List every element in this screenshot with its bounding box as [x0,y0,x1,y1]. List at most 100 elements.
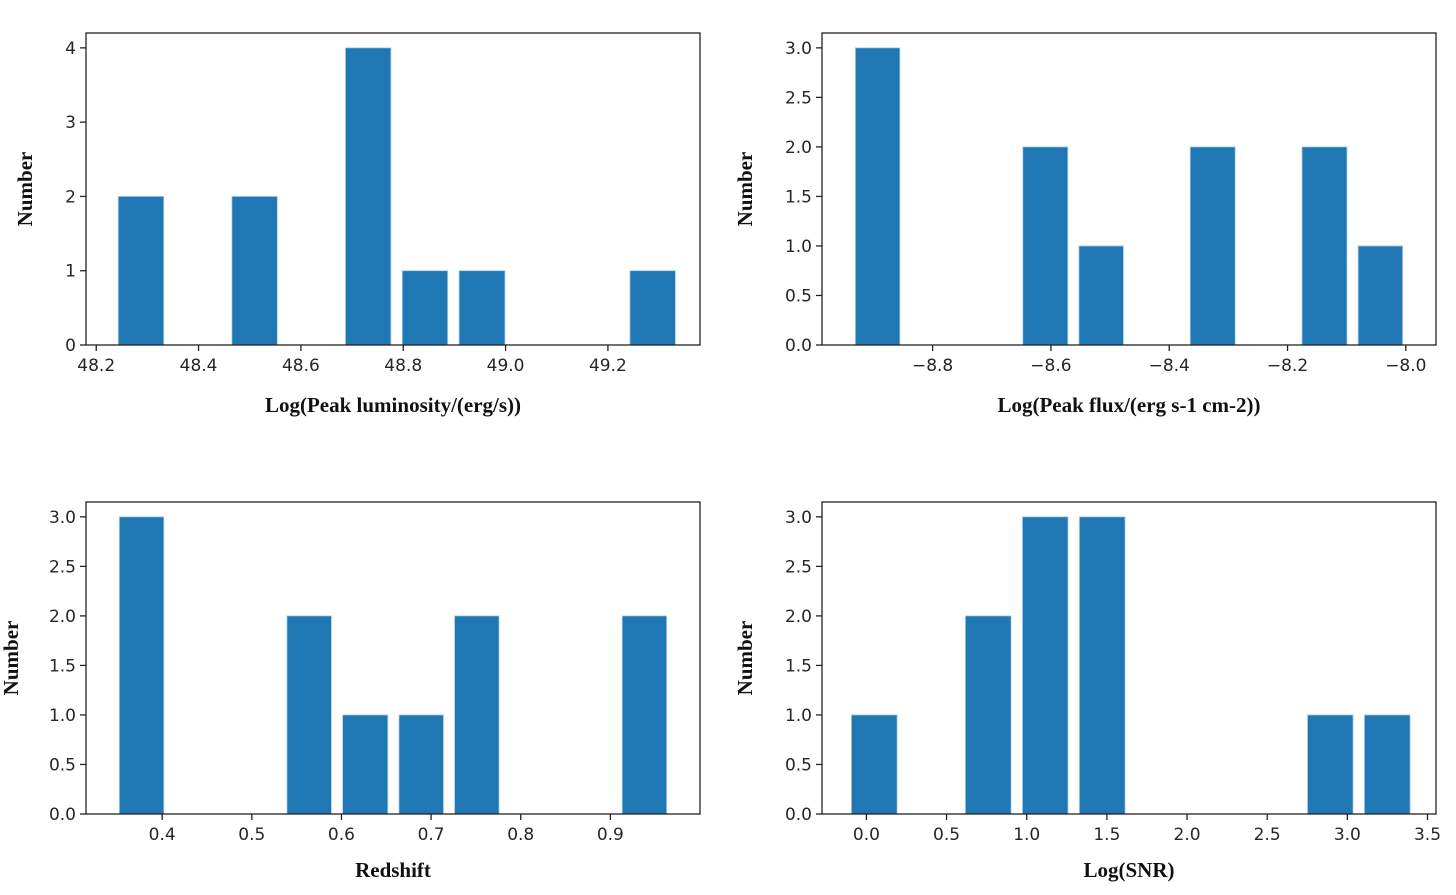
histogram-bar [854,47,901,346]
panel-log-snr: 0.0 0.5 1.0 1.5 2.0 2.5 3.0 3.5 0.0 0.5 1.0 1.5 2.0 2… [733,501,1441,882]
axes-frame [821,32,1437,346]
histogram-bar [629,270,676,346]
histogram-bar [965,615,1012,815]
x-tick-label: 2.5 [1254,825,1281,845]
histogram-bar [454,615,500,815]
y-tick-label: 0.0 [785,336,812,356]
x-tick-label: 49.2 [589,356,627,376]
bars [854,47,1404,346]
x-axis-ticks: 0.4 0.5 0.6 0.7 0.8 0.9 [149,814,624,845]
y-tick-label: 1.0 [49,706,76,726]
axes-frame [821,501,1437,815]
x-axis-ticks: 0.0 0.5 1.0 1.5 2.0 2.5 3.0 3.5 [853,814,1441,845]
panel-peak-luminosity: 48.2 48.4 48.6 48.8 49.0 49.2 0 1 2 3 4 Log(Peak lu… [13,32,701,417]
x-tick-label: 49.0 [487,356,525,376]
histogram-bar [345,47,392,346]
histogram-bar [1078,245,1124,346]
y-axis-label: Number [13,152,37,227]
x-tick-label: 2.0 [1174,825,1201,845]
y-axis-label: Number [733,621,757,696]
y-axis-label: Number [733,152,757,227]
x-tick-label: 0.0 [853,825,880,845]
y-tick-label: 1.0 [785,237,812,257]
x-tick-label: −8.0 [1385,356,1426,376]
y-tick-label: 2 [65,187,76,207]
y-tick-label: 0.5 [785,755,812,775]
y-axis-ticks: 0.0 0.5 1.0 1.5 2.0 2.5 3.0 [785,39,822,356]
y-tick-label: 1.5 [785,656,812,676]
histogram-bar [1364,714,1411,815]
y-tick-label: 2.5 [785,557,812,577]
histogram-bar [621,615,668,815]
histogram-bar [117,196,165,346]
y-axis-ticks: 0.0 0.5 1.0 1.5 2.0 2.5 3.0 [785,508,822,825]
y-tick-label: 3.0 [49,508,76,528]
histogram-bar [398,714,444,815]
histogram-bar [118,516,165,815]
y-tick-label: 0.5 [49,755,76,775]
x-tick-label: 48.2 [77,356,115,376]
histogram-bar [401,270,449,346]
x-axis-ticks: −8.8 −8.6 −8.4 −8.2 −8.0 [912,345,1426,376]
y-axis-label: Number [0,621,23,696]
x-axis-label: Redshift [355,858,431,882]
histogram-bar [1189,146,1236,346]
x-tick-label: 0.5 [933,825,960,845]
x-tick-label: −8.8 [912,356,953,376]
x-tick-label: 3.5 [1414,825,1441,845]
x-tick-label: 0.8 [507,825,534,845]
y-tick-label: 2.0 [785,607,812,627]
x-tick-label: 3.0 [1334,825,1361,845]
y-tick-label: 3.0 [785,508,812,528]
bars [117,47,676,346]
x-tick-label: 0.4 [149,825,176,845]
panel-redshift: 0.4 0.5 0.6 0.7 0.8 0.9 0.0 0.5 1.0 1.5 2.0 2.5 3.0 R… [0,501,701,882]
y-tick-label: 2.5 [49,557,76,577]
histogram-bar [1022,516,1069,815]
panel-peak-flux: −8.8 −8.6 −8.4 −8.2 −8.0 0.0 0.5 1.0 1.5 2.0 2.5 3.… [733,32,1437,417]
y-tick-label: 0.0 [785,805,812,825]
y-tick-label: 1 [65,262,76,282]
y-tick-label: 1.5 [785,187,812,207]
y-tick-label: 4 [65,39,76,59]
histogram-bar [1022,146,1069,346]
histogram-bar [851,714,898,815]
axes-frame [85,32,701,346]
bars [118,516,668,815]
x-axis-label: Log(SNR) [1083,858,1174,882]
x-axis-ticks: 48.2 48.4 48.6 48.8 49.0 49.2 [77,345,627,376]
y-tick-label: 1.0 [785,706,812,726]
x-tick-label: 1.5 [1093,825,1120,845]
histogram-bar [286,615,332,815]
x-tick-label: 48.8 [384,356,422,376]
x-tick-label: −8.6 [1030,356,1071,376]
y-tick-label: 0 [65,336,76,356]
histogram-bar [231,196,278,346]
x-tick-label: 0.7 [418,825,445,845]
y-tick-label: 2.5 [785,88,812,108]
bars [851,516,1411,815]
x-tick-label: 0.5 [238,825,265,845]
y-tick-label: 1.5 [49,656,76,676]
histogram-bar [458,270,506,346]
histogram-bar [1357,245,1404,346]
y-tick-label: 0.5 [785,286,812,306]
x-tick-label: 48.4 [180,356,218,376]
y-tick-label: 2.0 [785,138,812,158]
histogram-bar [1307,714,1354,815]
y-tick-label: 0.0 [49,805,76,825]
y-tick-label: 3 [65,113,76,133]
axes-frame [85,501,701,815]
x-tick-label: −8.4 [1149,356,1190,376]
y-tick-label: 3.0 [785,39,812,59]
y-axis-ticks: 0 1 2 3 4 [65,39,86,356]
x-axis-label: Log(Peak flux/(erg s-1 cm-2)) [997,393,1260,417]
histogram-bar [342,714,389,815]
y-axis-ticks: 0.0 0.5 1.0 1.5 2.0 2.5 3.0 [49,508,86,825]
x-tick-label: 48.6 [282,356,320,376]
histogram-bar [1301,146,1348,346]
x-axis-label: Log(Peak luminosity/(erg/s)) [265,393,521,417]
x-tick-label: 1.0 [1013,825,1040,845]
histogram-bar [1078,516,1126,815]
